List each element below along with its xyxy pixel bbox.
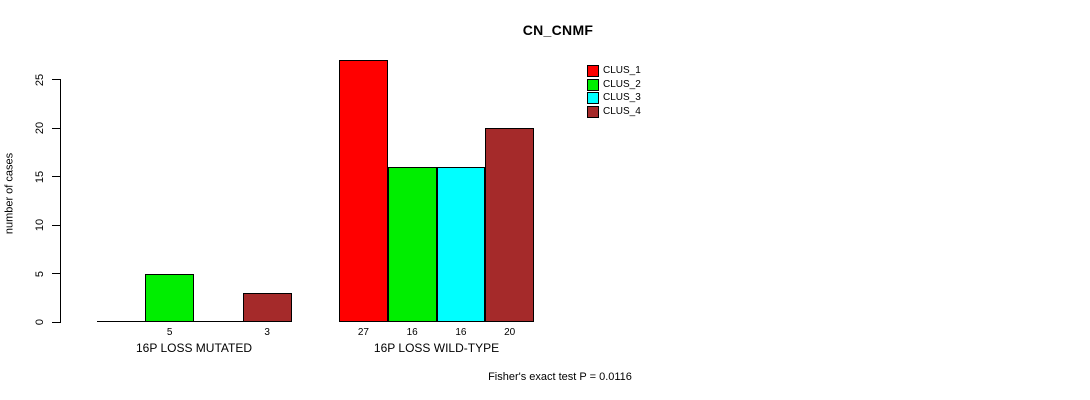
y-axis-tick <box>52 176 60 177</box>
bar <box>339 60 388 322</box>
legend-label: CLUS_1 <box>603 65 641 76</box>
x-axis-group-label: 16P LOSS MUTATED <box>135 341 253 355</box>
x-axis-baseline <box>96 321 292 322</box>
bar-value-label: 20 <box>504 327 516 338</box>
legend-swatch-clus_3 <box>587 92 599 104</box>
legend-label: CLUS_4 <box>603 105 641 117</box>
y-axis-title: number of cases <box>3 152 16 235</box>
y-axis-tick-label: 20 <box>34 121 46 135</box>
y-axis-tick <box>52 224 60 226</box>
bar-value-label: 27 <box>357 327 369 338</box>
y-axis-tick-label: 10 <box>34 218 46 232</box>
bar <box>387 166 437 322</box>
bar <box>145 273 194 322</box>
legend-label: CLUS_3 <box>603 92 641 103</box>
y-axis-tick <box>52 321 60 323</box>
legend-item: CLUS_3 <box>587 92 641 104</box>
legend-label: CLUS_2 <box>603 78 641 90</box>
y-axis-tick <box>52 127 60 129</box>
bar-value-label: 16 <box>455 327 467 338</box>
bar <box>485 128 534 322</box>
legend-swatch-clus_2 <box>587 78 599 91</box>
bar <box>242 292 292 322</box>
chart-title: CN_CNMF <box>522 22 594 38</box>
legend-swatch-clus_1 <box>587 65 599 77</box>
legend-item: CLUS_2 <box>587 78 641 91</box>
bar <box>436 166 486 322</box>
y-axis-tick <box>52 79 60 80</box>
y-axis-tick-label: 25 <box>34 73 46 86</box>
y-axis-tick-label: 5 <box>34 270 46 277</box>
bar-value-label: 16 <box>406 327 418 338</box>
legend: CLUS_1 CLUS_2 CLUS_3 CLUS_4 <box>587 65 641 119</box>
y-axis-line <box>60 79 61 323</box>
legend-item: CLUS_4 <box>587 105 641 118</box>
y-axis-tick-label: 0 <box>34 318 46 326</box>
legend-item: CLUS_1 <box>587 65 641 77</box>
y-axis-tick <box>52 273 60 274</box>
y-axis-tick-label: 15 <box>34 170 46 183</box>
bar-value-label: 3 <box>264 327 270 338</box>
x-axis-group-label: 16P LOSS WILD-TYPE <box>373 341 500 355</box>
legend-swatch-clus_4 <box>587 105 599 118</box>
bar-value-label: 5 <box>166 327 173 338</box>
fisher-test-note: Fisher's exact test P = 0.0116 <box>488 371 632 383</box>
